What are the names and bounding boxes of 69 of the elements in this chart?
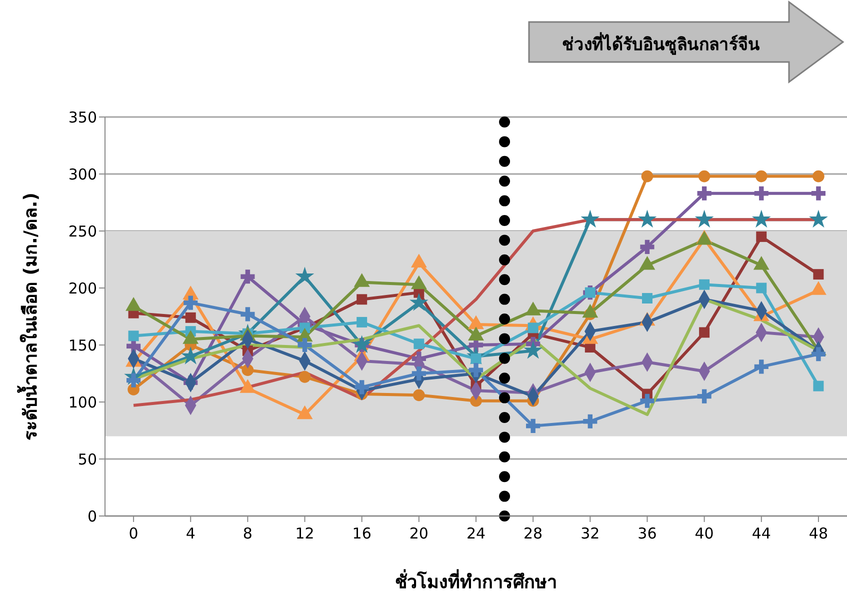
- x-axis-title: ชั่วโมงที่ทำการศึกษา: [395, 569, 557, 593]
- point: [699, 327, 710, 338]
- point: [694, 210, 714, 228]
- point: [526, 418, 540, 433]
- text: ช่วงที่ได้รับอินซูลินกลาร์จีน: [561, 31, 761, 57]
- point: [410, 292, 428, 311]
- y-tick-label: 0: [87, 507, 97, 526]
- point: [583, 414, 598, 428]
- point: [354, 380, 369, 394]
- point: [756, 282, 767, 294]
- point: [698, 170, 710, 182]
- point: [413, 389, 425, 402]
- point: [240, 270, 255, 284]
- x-tick-label: 28: [524, 524, 543, 543]
- y-axis-title: ระดับน้ำตาลในเลือด (มก./ดล.): [16, 192, 42, 440]
- point: [580, 210, 600, 228]
- point: [240, 307, 255, 322]
- y-tick-label: 350: [68, 108, 97, 126]
- x-tick-label: 48: [808, 524, 828, 543]
- point: [754, 360, 768, 374]
- x-tick-label: 12: [295, 524, 314, 543]
- y-tick-label: 250: [68, 222, 97, 240]
- x-tick-label: 20: [409, 524, 428, 543]
- y-tick-label: 50: [78, 450, 97, 468]
- point: [640, 394, 654, 408]
- y-tick-label: 150: [68, 336, 97, 354]
- point: [697, 389, 712, 404]
- y-tick-label: 100: [68, 393, 97, 412]
- x-tick-label: 40: [694, 524, 714, 543]
- point: [295, 266, 314, 285]
- point: [642, 293, 652, 304]
- point: [184, 296, 198, 310]
- point: [811, 186, 826, 200]
- point: [697, 186, 712, 200]
- point: [641, 170, 654, 182]
- x-tick-label: 24: [466, 524, 486, 543]
- point: [298, 338, 312, 352]
- point: [809, 210, 828, 228]
- point: [185, 312, 196, 323]
- x-tick-label: 4: [186, 524, 196, 543]
- point: [812, 170, 824, 182]
- point: [755, 170, 768, 182]
- x-tick-label: 32: [580, 524, 600, 543]
- point: [638, 210, 657, 228]
- point: [756, 231, 767, 242]
- x-tick-label: 16: [352, 524, 372, 543]
- point: [242, 364, 254, 376]
- x-tick-label: 8: [242, 524, 252, 543]
- point: [468, 363, 484, 378]
- point: [128, 330, 139, 342]
- x-tick-label: 36: [638, 524, 657, 543]
- y-tick-label: 300: [68, 165, 97, 184]
- point: [811, 347, 826, 362]
- x-tick-label: 0: [128, 524, 138, 543]
- y-tick-label: 200: [68, 279, 97, 298]
- point: [640, 240, 654, 254]
- point: [813, 380, 824, 392]
- point: [754, 186, 768, 200]
- point: [298, 371, 311, 383]
- point: [412, 366, 426, 381]
- point: [524, 340, 542, 359]
- point: [813, 269, 824, 280]
- point: [356, 294, 368, 305]
- point: [414, 338, 424, 350]
- point: [699, 279, 710, 290]
- point: [356, 316, 368, 328]
- point: [181, 346, 200, 364]
- point: [752, 210, 771, 228]
- x-tick-label: 44: [752, 524, 771, 543]
